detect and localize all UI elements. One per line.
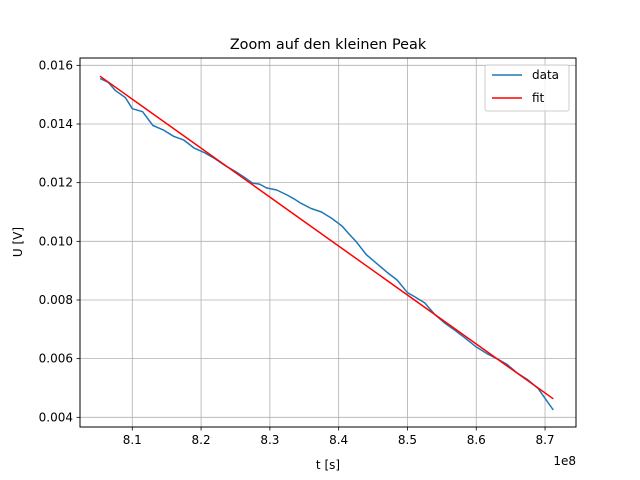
x-tick-label: 8.2 [192,433,211,447]
x-offset-label: 1e8 [553,454,576,468]
y-tick-label: 0.012 [39,176,73,190]
y-tick-label: 0.014 [39,117,73,131]
y-ticks: 0.004 0.006 0.008 0.010 0.012 0.014 0.016 [39,58,80,424]
legend-fit-label: fit [532,91,545,105]
legend-data-label: data [532,68,559,82]
y-axis-label: U [V] [11,227,25,257]
series-line-data [99,77,554,411]
legend-box [484,64,570,112]
x-tick-label: 8.7 [535,433,554,447]
chart-title: Zoom auf den kleinen Peak [230,37,427,53]
x-ticks: 8.1 8.2 8.3 8.4 8.5 8.6 8.7 [123,427,555,447]
x-tick-label: 8.1 [123,433,142,447]
x-tick-label: 8.4 [329,433,348,447]
plot-series [99,75,554,411]
grid [80,58,576,427]
y-tick-label: 0.010 [39,234,73,248]
axes-frame [79,57,577,428]
x-axis-label: t [s] [316,458,340,472]
x-tick-label: 8.5 [398,433,417,447]
x-tick-label: 8.6 [467,433,486,447]
x-tick-label: 8.3 [260,433,279,447]
y-tick-label: 0.004 [39,410,73,424]
y-tick-label: 0.016 [39,58,73,72]
series-line-fit [99,75,554,400]
y-tick-label: 0.006 [39,352,73,366]
y-tick-label: 0.008 [39,293,73,307]
legend: data fit [484,64,570,112]
